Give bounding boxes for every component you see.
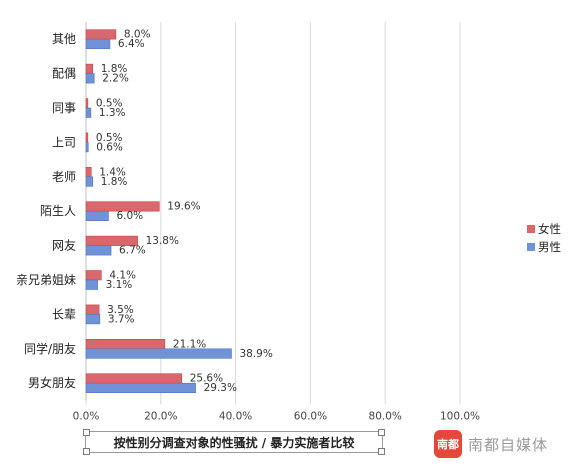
bar-female: [85, 201, 160, 212]
bar-female: [85, 235, 138, 246]
bar-female: [85, 63, 94, 74]
data-label: 3.7%: [108, 313, 135, 325]
bar-male: [85, 210, 109, 221]
bar-male: [85, 142, 89, 153]
bar-male: [85, 382, 196, 394]
x-tick-label: 40.0%: [219, 410, 252, 422]
x-tick-label: 100.0%: [440, 410, 480, 422]
category-label: 网友: [52, 239, 76, 253]
watermark-text: 南都自媒体: [468, 435, 549, 454]
bar-female: [85, 304, 100, 315]
bar-male: [85, 176, 94, 187]
data-label: 38.9%: [239, 348, 272, 360]
chart-title-text: 按性别分调查对象的性骚扰 / 暴力实施者比较: [113, 435, 355, 450]
category-label: 上司: [52, 135, 76, 149]
category-label: 男女朋友: [28, 375, 76, 390]
bar-female: [85, 98, 89, 109]
bar-male: [85, 314, 101, 325]
category-label: 同事: [52, 101, 76, 115]
resize-handle: [83, 429, 90, 436]
category-label: 同学/朋友: [24, 341, 76, 356]
data-label: 6.7%: [119, 245, 146, 257]
category-label: 长辈: [52, 307, 76, 321]
bar-male: [85, 38, 111, 50]
bar-male: [85, 73, 95, 84]
x-tick-label: 20.0%: [144, 410, 177, 422]
resize-handle: [378, 448, 385, 455]
data-label: 1.3%: [99, 107, 126, 119]
data-label: 1.4%: [99, 166, 126, 178]
category-label: 其他: [52, 32, 76, 46]
data-label: 3.5%: [107, 304, 134, 316]
bar-female: [85, 132, 89, 143]
bar-male: [85, 348, 232, 359]
data-label: 4.1%: [109, 270, 136, 282]
watermark-logo: 南都: [434, 430, 462, 458]
data-label: 0.5%: [96, 98, 123, 110]
data-label: 8.0%: [124, 29, 151, 41]
resize-handle: [378, 429, 385, 436]
data-label: 6.4%: [118, 38, 145, 50]
legend-swatch: [527, 243, 535, 251]
data-label: 1.8%: [101, 63, 128, 75]
data-label: 0.5%: [96, 132, 123, 144]
category-label: 老师: [52, 170, 76, 184]
bar-chart: 0.0% 20.0% 40.0% 60.0% 80.0% 100.0% 其他 8.0%6.4%…: [16, 22, 561, 422]
category-label: 亲兄弟姐妹: [16, 273, 76, 287]
data-label: 2.2%: [102, 73, 129, 85]
data-label: 29.3%: [204, 382, 237, 394]
legend-label: 女性: [538, 222, 561, 236]
resize-handle: [83, 448, 90, 455]
data-label: 13.8%: [146, 235, 179, 247]
bar-female: [85, 373, 183, 384]
bar-female: [85, 167, 92, 178]
x-tick-label: 0.0%: [73, 410, 100, 422]
data-label: 3.1%: [106, 279, 133, 291]
bar-female: [85, 338, 166, 350]
data-label: 21.1%: [173, 338, 206, 350]
bar-male: [85, 279, 98, 290]
bar-male: [85, 107, 92, 118]
data-label: 6.0%: [116, 210, 143, 222]
category-label: 陌生人: [40, 204, 76, 218]
data-label: 0.6%: [96, 141, 123, 153]
bar-female: [85, 29, 117, 40]
legend-swatch: [527, 225, 535, 233]
legend-label: 男性: [538, 240, 561, 254]
x-tick-label: 80.0%: [369, 410, 402, 422]
data-label: 25.6%: [190, 373, 223, 385]
watermark: 南都 南都自媒体: [434, 430, 548, 458]
bar-female: [85, 270, 102, 281]
category-label: 配偶: [52, 67, 76, 81]
chart-title: 按性别分调查对象的性骚扰 / 暴力实施者比较: [83, 429, 385, 455]
data-label: 1.8%: [101, 176, 128, 188]
data-label: 19.6%: [167, 201, 200, 213]
bar-male: [85, 245, 112, 256]
x-tick-label: 60.0%: [294, 410, 327, 422]
